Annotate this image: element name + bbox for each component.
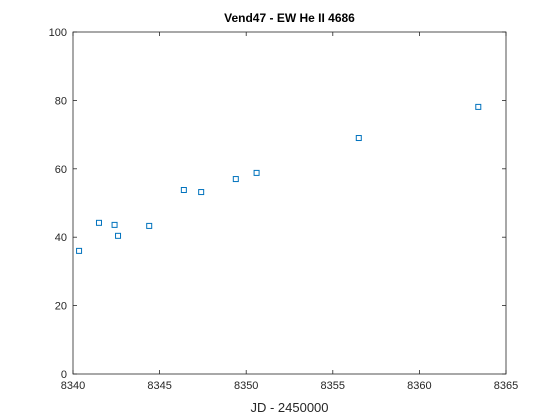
marker [232,176,239,183]
marker [198,189,205,196]
y-tick-label: 100 [49,27,67,39]
y-tick-label: 20 [55,301,67,313]
y-tick-label: 60 [55,164,67,176]
x-tick-label: 8350 [234,380,258,392]
x-tick-label: 8340 [61,380,85,392]
marker [180,187,187,194]
y-tick-label: 40 [55,232,67,244]
marker [76,247,83,254]
x-axis-label: JD - 2450000 [250,400,328,415]
x-tick-label: 8345 [147,380,171,392]
x-tick-label: 8360 [407,380,431,392]
marker [115,232,122,239]
marker [253,169,260,176]
marker [146,222,153,229]
x-tick-label: 8365 [494,380,518,392]
y-tick-label: 0 [61,369,67,381]
y-tick-label: 80 [55,95,67,107]
marker [475,103,482,110]
x-tick-label: 8355 [321,380,345,392]
marker [355,135,362,142]
marker [95,219,102,226]
chart-title: Vend47 - EW He II 4686 [224,11,355,25]
axes-box [72,31,507,375]
marker [111,221,118,228]
